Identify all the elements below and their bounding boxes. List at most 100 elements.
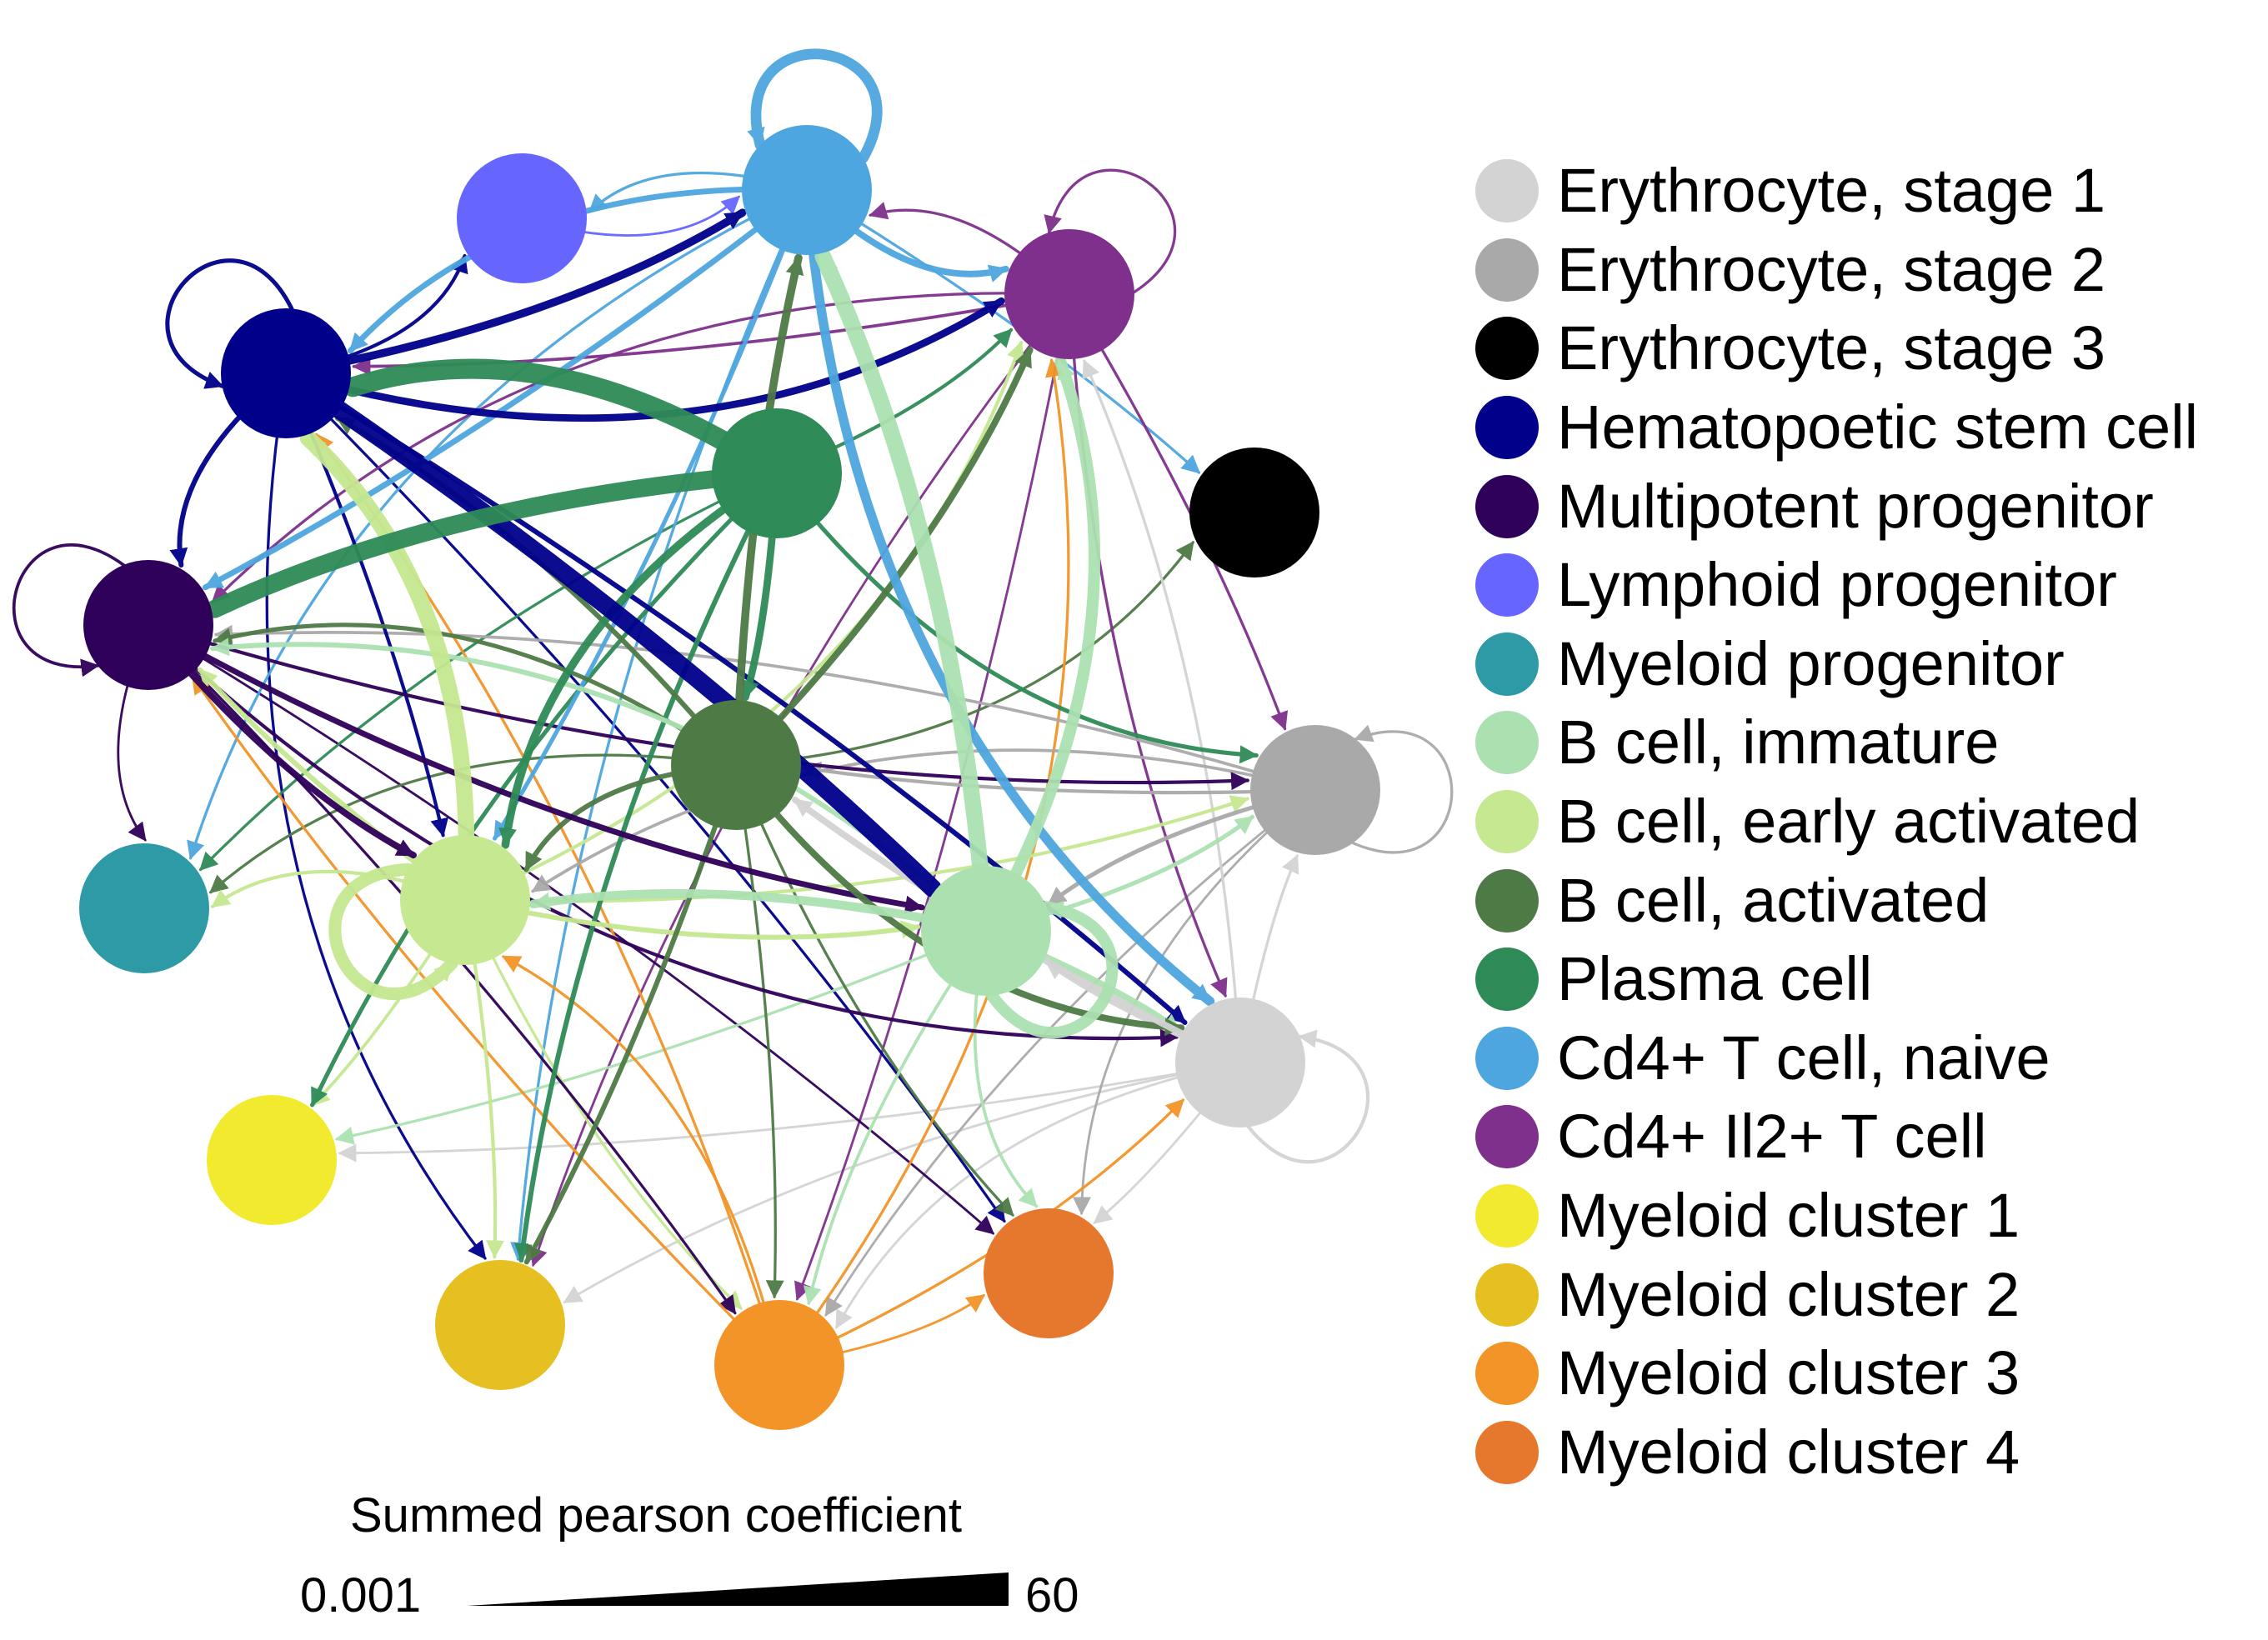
edge-bimm-to-cd4il2: [979, 356, 1101, 938]
edge-my3-to-cd4il2: [778, 358, 1070, 1367]
legend-label: Erythrocyte, stage 1: [1557, 156, 2106, 226]
legend-item: Myeloid cluster 2: [1475, 1255, 2198, 1334]
scale-max-label: 60: [1025, 1568, 1079, 1622]
legend-swatch: [1475, 238, 1539, 302]
edge-mpp-to-my4: [147, 623, 995, 1235]
edge-bact-to-cd4il2: [733, 347, 1034, 768]
edge-ery1-to-my2: [563, 1061, 1242, 1304]
legend-label: Myeloid cluster 4: [1557, 1417, 2020, 1487]
node-my4: [984, 1208, 1114, 1338]
edge-bearly-to-bimm: [463, 898, 921, 940]
edge-hsc-to-hsc: [165, 258, 294, 389]
edge-bearly-to-cd4il2: [463, 340, 1024, 902]
edge-cd4il2-to-cd4il2: [1044, 168, 1177, 294]
edge-cd4n-to-cd4n: [747, 48, 883, 163]
node-plasma: [712, 408, 842, 538]
legend: Erythrocyte, stage 1 Erythrocyte, stage 2…: [1475, 152, 2198, 1492]
node-my1: [207, 1095, 337, 1225]
legend-swatch: [1475, 868, 1539, 932]
edge-cd4n-to-my2: [510, 188, 809, 1262]
edge-ery2-to-my4: [1072, 788, 1317, 1216]
legend-label: Hematopoetic stem cell: [1557, 392, 2199, 462]
edge-ery1-to-cd4il2: [1082, 359, 1242, 1064]
legend-swatch: [1475, 948, 1539, 1012]
legend-swatch: [1475, 396, 1539, 460]
legend-label: B cell, immature: [1557, 708, 2000, 778]
legend-item: Erythrocyte, stage 2: [1475, 231, 2198, 310]
edge-bact-to-ery3: [734, 541, 1194, 767]
edge-my3-to-bearly: [501, 955, 781, 1367]
edge-ery2-to-bact: [802, 761, 1318, 795]
node-ery2: [1250, 725, 1380, 855]
edge-ery2-to-ery2: [1351, 724, 1454, 854]
scale-min-label: 0.001: [300, 1568, 422, 1622]
legend-swatch: [1475, 1342, 1539, 1406]
node-cd4il2: [1004, 229, 1134, 359]
legend-label: Erythrocyte, stage 2: [1557, 234, 2106, 304]
edge-bimm-to-mpp: [210, 638, 989, 933]
edge-my3-to-ery1: [778, 1098, 1185, 1367]
edge-hsc-to-bimm: [277, 364, 942, 898]
edge-plasma-to-bearly: [498, 469, 781, 849]
legend-item: Myeloid cluster 4: [1475, 1413, 2198, 1492]
legend-label: Myeloid cluster 2: [1557, 1259, 2020, 1329]
edge-plasma-to-hsc: [343, 358, 787, 483]
legend-item: Plasma cell: [1475, 940, 2198, 1019]
legend-label: Myeloid cluster 3: [1557, 1338, 2020, 1408]
node-my2: [435, 1260, 565, 1390]
legend-item: Erythrocyte, stage 1: [1475, 152, 2198, 231]
legend-label: Multipotent progenitor: [1557, 471, 2154, 541]
edge-mpp-to-mpp: [12, 543, 126, 678]
legend-swatch: [1475, 474, 1539, 538]
edge-cd4il2-to-my3: [794, 292, 1071, 1301]
edge-bimm-to-cd4n: [814, 248, 994, 939]
edge-mpp-to-my3: [147, 623, 737, 1315]
edge-hsc-to-cd4n: [282, 208, 747, 378]
edge-plasma-to-my2: [513, 471, 779, 1263]
node-lymp: [457, 153, 587, 283]
edge-bimm-to-bimm: [986, 901, 1119, 1039]
edge-mpp-to-bimm: [145, 622, 925, 914]
edge-cd4n-to-ery3: [805, 188, 1201, 474]
legend-label: Cd4+ T cell, naive: [1557, 1022, 2050, 1092]
legend-item: Lymphoid progenitor: [1475, 546, 2198, 625]
network-graph: [12, 48, 1454, 1430]
node-mpp: [83, 560, 213, 690]
scale-title: Summed pearson coefficient: [350, 1488, 963, 1542]
node-layer: [79, 125, 1380, 1430]
legend-label: Erythrocyte, stage 3: [1557, 313, 2106, 383]
legend-swatch: [1475, 159, 1539, 223]
edge-hsc-to-my2: [265, 372, 487, 1260]
edge-plasma-to-ery2: [774, 471, 1259, 764]
edge-bimm-to-my3: [803, 929, 988, 1306]
legend-label: Myeloid cluster 1: [1557, 1181, 2020, 1251]
legend-item: Erythrocyte, stage 3: [1475, 309, 2198, 388]
edge-weight-scale: Summed pearson coefficient 0.001 60: [300, 1488, 1100, 1622]
edge-mpp-to-ery1: [146, 622, 1179, 1048]
node-my3: [714, 1300, 844, 1430]
node-bimm: [921, 866, 1051, 996]
legend-item: Myeloid progenitor: [1475, 625, 2198, 704]
legend-swatch: [1475, 553, 1539, 618]
edge-ery1-to-ery1: [1246, 1029, 1370, 1164]
edge-bimm-to-my1: [334, 929, 988, 1145]
edge-bearly-to-bearly: [328, 862, 458, 1000]
legend-item: Cd4+ T cell, naive: [1475, 1019, 2198, 1098]
node-hsc: [221, 308, 351, 438]
node-bact: [671, 700, 801, 830]
legend-item: B cell, early activated: [1475, 782, 2198, 862]
legend-item: Cd4+ Il2+ T cell: [1475, 1098, 2198, 1177]
legend-label: Lymphoid progenitor: [1557, 550, 2117, 620]
legend-swatch: [1475, 1262, 1539, 1327]
legend-label: Myeloid progenitor: [1557, 628, 2065, 698]
legend-swatch: [1475, 317, 1539, 381]
edge-cd4n-to-ery1: [802, 185, 1215, 1007]
edge-cd4n-to-bearly: [493, 188, 809, 841]
legend-swatch: [1475, 1184, 1539, 1248]
node-myelp: [79, 843, 209, 973]
legend-swatch: [1475, 790, 1539, 854]
legend-item: Myeloid cluster 1: [1475, 1177, 2198, 1256]
legend-swatch: [1475, 632, 1539, 696]
legend-label: B cell, activated: [1557, 865, 1990, 935]
legend-label: Plasma cell: [1557, 944, 1873, 1014]
